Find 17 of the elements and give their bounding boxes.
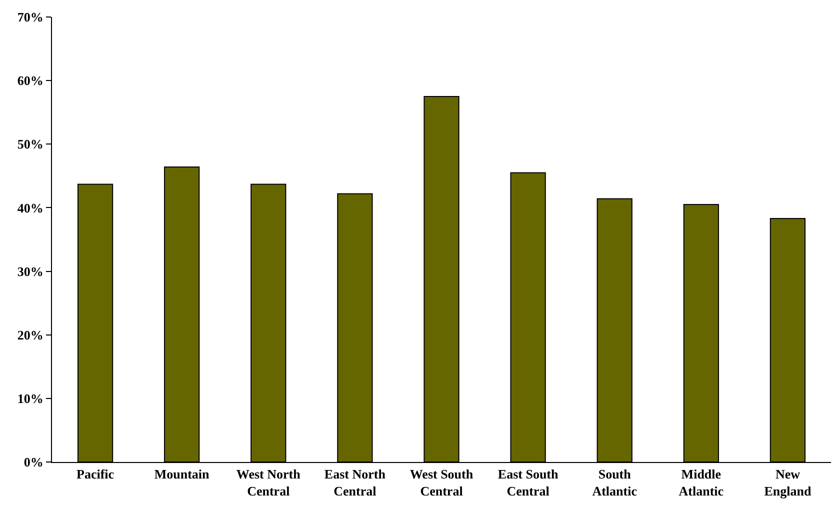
y-tick-label: 10% (17, 390, 44, 406)
x-tick-label: East North Central (324, 466, 386, 498)
x-tick-label: New England (764, 466, 812, 498)
y-tick-label: 0% (24, 454, 44, 470)
x-tick-label: West North Central (236, 466, 302, 498)
x-tick-label: Pacific (76, 466, 114, 482)
y-tick-label: 50% (17, 136, 44, 152)
x-tick-label: South Atlantic (592, 466, 638, 498)
x-tick-label: Mountain (154, 466, 210, 482)
y-tick-label: 60% (17, 73, 44, 88)
x-tick-label: Middle Atlantic (678, 466, 724, 498)
y-tick-label: 30% (17, 264, 44, 279)
x-tick-label: East South Central (498, 466, 559, 498)
y-tick-label: 40% (17, 200, 44, 216)
x-tick-label: West South Central (410, 466, 474, 498)
y-tick-label: 20% (17, 327, 44, 342)
y-tick-label: 70% (17, 10, 44, 25)
